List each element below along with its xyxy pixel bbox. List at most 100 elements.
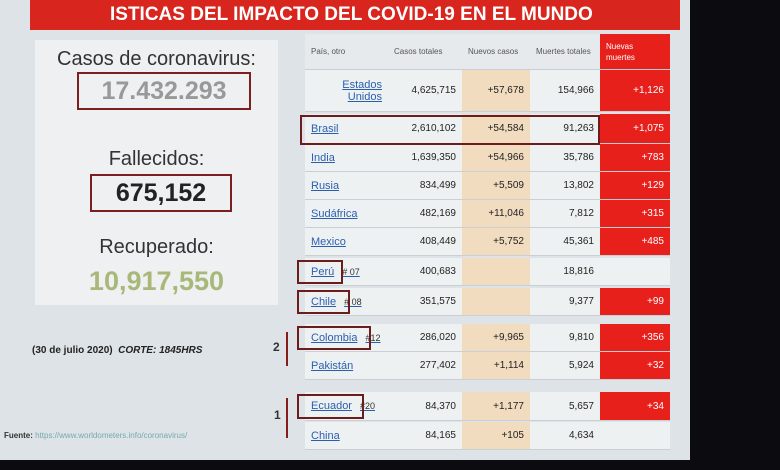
country-name: Sudáfrica [311, 207, 358, 220]
country-cell: Ecuador #20 [305, 392, 388, 421]
new-deaths-cell: +1,126 [600, 70, 670, 112]
country-cell: Chile # 08 [305, 288, 388, 316]
highlight-frame [297, 394, 364, 419]
rank: # 08 [344, 296, 362, 307]
cut: CORTE: 1845HRS [118, 345, 203, 356]
new-cases-cell: +54,966 [462, 144, 530, 172]
country-cell: Mexico [305, 228, 388, 256]
column-header: País, otro [305, 34, 388, 70]
new-deaths-cell: +1,075 [600, 114, 670, 144]
highlight-frame [297, 290, 350, 314]
country-name: Mexico [311, 235, 346, 248]
highlight-frame [300, 115, 600, 145]
column-header: Nuevos casos [462, 34, 530, 70]
arrow [286, 398, 288, 438]
country-name: Colombia [311, 331, 358, 344]
highlight-frame [297, 260, 343, 284]
new-cases-cell: +1,114 [462, 352, 530, 380]
deaths-cell: 18,816 [530, 258, 600, 286]
date-note: (30 de julio 2020) CORTE: 1845HRS [32, 345, 202, 356]
cases-cell: 2,610,102 [388, 114, 462, 144]
country-cell: Brasil [305, 114, 388, 144]
country-name: Brasil [311, 122, 339, 135]
new-cases-cell: +5,509 [462, 172, 530, 200]
deaths-cell: 13,802 [530, 172, 600, 200]
deaths-value: 675,152 [90, 174, 232, 212]
cases-cell: 482,169 [388, 200, 462, 228]
new-cases-cell: +11,046 [462, 200, 530, 228]
country-cell: India [305, 144, 388, 172]
new-cases-cell: +57,678 [462, 70, 530, 112]
new-deaths-cell: +32 [600, 352, 670, 380]
new-cases-cell: +105 [462, 422, 530, 450]
new-deaths-cell [600, 422, 670, 450]
group-number: 1 [274, 408, 281, 422]
deaths-cell: 4,634 [530, 422, 600, 450]
new-deaths-cell: +783 [600, 144, 670, 172]
source: Fuente: https://www.worldometers.info/co… [4, 431, 187, 440]
cases-cell: 4,625,715 [388, 70, 462, 112]
country-cell: Estados Unidos [305, 70, 388, 112]
cases-cell: 84,370 [388, 392, 462, 421]
group-number: 2 [273, 340, 280, 354]
deaths-cell: 154,966 [530, 70, 600, 112]
deaths-cell: 7,812 [530, 200, 600, 228]
new-cases-cell: +9,965 [462, 324, 530, 352]
rank: # 07 [342, 266, 360, 277]
new-cases-cell: +5,752 [462, 228, 530, 256]
country-name: Perú [311, 265, 335, 278]
recovered-value: 10,917,550 [88, 266, 225, 296]
country-name: India [311, 151, 335, 164]
deaths-cell: 35,786 [530, 144, 600, 172]
country-cell: Perú # 07 [305, 258, 388, 286]
cases-cell: 277,402 [388, 352, 462, 380]
cases-cell: 400,683 [388, 258, 462, 286]
new-deaths-cell: +315 [600, 200, 670, 228]
country-cell: China [305, 422, 388, 450]
new-cases-cell [462, 258, 530, 286]
country-name: Rusia [311, 179, 340, 192]
column-header: Casos totales [388, 34, 462, 70]
deaths-cell: 9,810 [530, 324, 600, 352]
new-deaths-cell: +99 [600, 288, 670, 316]
country-cell: Rusia [305, 172, 388, 200]
cases-value: 17.432.293 [77, 72, 251, 110]
cases-cell: 351,575 [388, 288, 462, 316]
country-name: Estados Unidos [342, 78, 382, 103]
summary-panel: Casos de coronavirus: 17.432.293 Falleci… [35, 40, 278, 305]
new-deaths-cell: +129 [600, 172, 670, 200]
deaths-cell: 9,377 [530, 288, 600, 316]
new-cases-cell [462, 288, 530, 316]
column-header: Nuevas muertes [600, 34, 670, 70]
deaths-label: Fallecidos: [108, 148, 205, 170]
country-name: Pakistán [311, 359, 354, 372]
deaths-cell: 5,657 [530, 392, 600, 421]
column-header: Muertes totales [530, 34, 600, 70]
deaths-cell: 45,361 [530, 228, 600, 256]
highlight-frame [297, 326, 371, 350]
new-deaths-cell: +485 [600, 228, 670, 256]
new-deaths-cell [600, 258, 670, 286]
country-name: Ecuador [311, 400, 352, 412]
country-cell: Sudáfrica [305, 200, 388, 228]
country-name: Chile [311, 295, 337, 308]
cases-cell: 1,639,350 [388, 144, 462, 172]
country-cell: Colombia #12 [305, 324, 388, 352]
cases-cell: 408,449 [388, 228, 462, 256]
new-deaths-cell: +356 [600, 324, 670, 352]
country-name: China [311, 429, 340, 442]
slide: ISTICAS DEL IMPACTO DEL COVID-19 EN EL M… [0, 0, 690, 460]
cases-label: Casos de coronavirus: [57, 48, 256, 70]
date: (30 de julio 2020) [32, 345, 113, 356]
title-bar: ISTICAS DEL IMPACTO DEL COVID-19 EN EL M… [30, 0, 680, 30]
cases-cell: 84,165 [388, 422, 462, 450]
cases-cell: 286,020 [388, 324, 462, 352]
new-deaths-cell: +34 [600, 392, 670, 421]
deaths-cell: 5,924 [530, 352, 600, 380]
country-cell: Pakistán [305, 352, 388, 380]
recovered-label: Recuperado: [99, 236, 214, 258]
rank: #20 [359, 401, 376, 411]
source-label: Fuente: [4, 431, 33, 440]
arrow [286, 332, 288, 366]
